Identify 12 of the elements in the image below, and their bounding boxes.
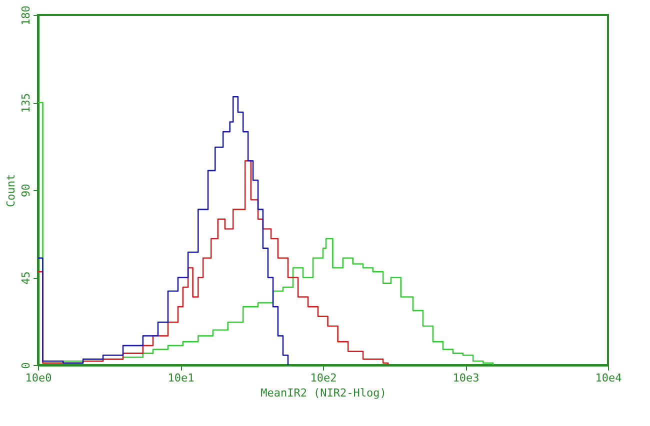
x-tick-label: 10e0 [25, 372, 52, 384]
y-tick-label: 45 [20, 271, 32, 285]
x-tick-label: 10e1 [168, 372, 194, 384]
x-axis-title: MeanIR2 (NIR2-Hlog) [260, 386, 386, 400]
y-tick-label: 0 [20, 362, 32, 369]
y-axis-title: Count [4, 174, 18, 208]
x-tick-label: 10e4 [595, 372, 622, 384]
y-tick-label: 90 [20, 184, 32, 198]
x-tick-label: 10e3 [452, 372, 480, 384]
x-tick-label: 10e2 [310, 372, 337, 384]
y-tick-label: 135 [20, 93, 32, 113]
y-tick-label: 180 [20, 6, 32, 26]
